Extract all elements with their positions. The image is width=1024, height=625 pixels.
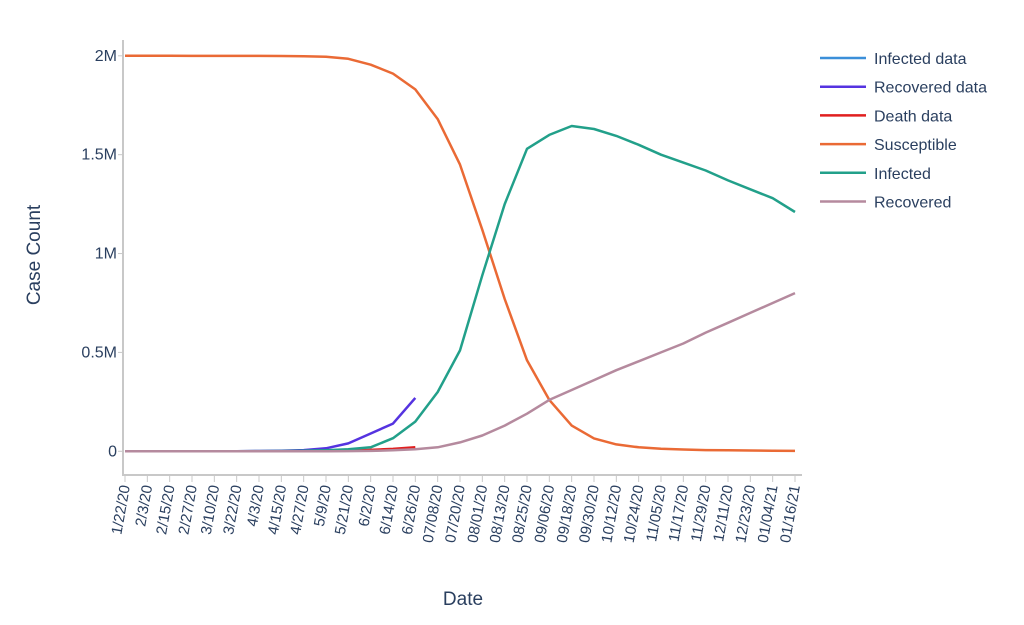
series-line bbox=[125, 397, 417, 453]
x-tick-label: 2/27/20 bbox=[176, 484, 201, 536]
series-line bbox=[125, 54, 796, 453]
legend-label: Susceptible bbox=[874, 137, 957, 154]
x-tick-label: 3/10/20 bbox=[198, 484, 223, 536]
x-tick-label: 5/9/20 bbox=[311, 484, 335, 528]
x-tick-label: 4/3/20 bbox=[244, 484, 268, 528]
x-tick-label: 4/27/20 bbox=[287, 484, 312, 536]
y-tick-label: 2M bbox=[95, 48, 117, 65]
y-tick-label: 1.5M bbox=[81, 147, 117, 164]
x-tick-label: 4/15/20 bbox=[265, 484, 290, 536]
x-tick-label: 01/16/21 bbox=[777, 484, 804, 544]
series-line bbox=[125, 291, 796, 453]
x-tick-label: 2/15/20 bbox=[153, 484, 178, 536]
legend-label: Infected data bbox=[874, 51, 967, 68]
x-tick-label: 6/26/20 bbox=[399, 484, 424, 536]
legend-label: Death data bbox=[874, 108, 952, 125]
y-tick-label: 1M bbox=[95, 246, 117, 263]
series-line bbox=[125, 124, 796, 453]
x-tick-label: 6/2/20 bbox=[356, 484, 380, 528]
x-tick-label: 1/22/20 bbox=[109, 484, 134, 536]
y-tick-label: 0.5M bbox=[81, 344, 117, 361]
x-tick-label: 6/14/20 bbox=[377, 484, 402, 536]
y-axis-title: Case Count bbox=[24, 204, 45, 305]
legend-label: Infected bbox=[874, 166, 931, 183]
legend-label: Recovered bbox=[874, 195, 951, 212]
x-tick-label: 2/3/20 bbox=[132, 484, 156, 528]
legend-label: Recovered data bbox=[874, 80, 987, 97]
x-tick-label: 5/21/20 bbox=[332, 484, 357, 536]
x-axis-title: Date bbox=[443, 589, 483, 610]
x-tick-label: 3/22/20 bbox=[220, 484, 245, 536]
y-tick-label: 0 bbox=[108, 443, 117, 460]
